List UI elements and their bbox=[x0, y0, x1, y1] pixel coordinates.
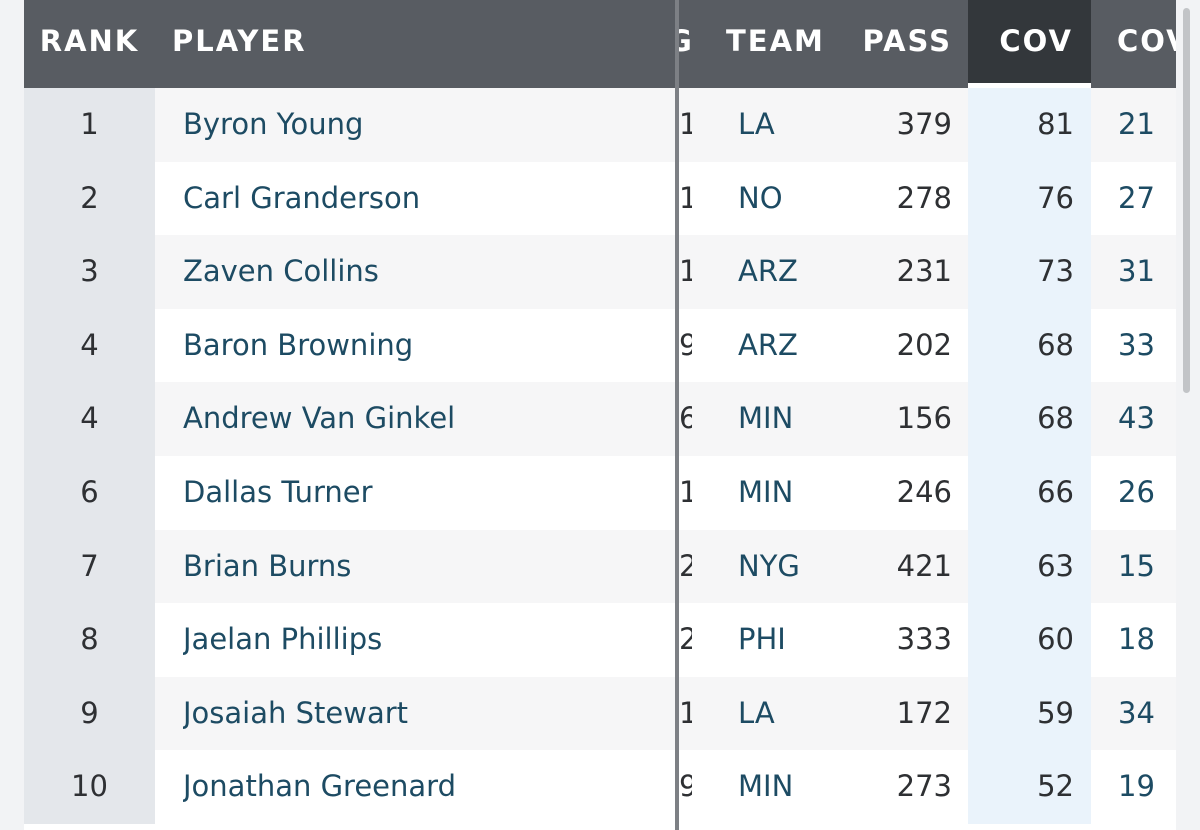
cov2-cell-partial: 21 bbox=[1118, 107, 1155, 141]
column-header-rank[interactable]: RANK bbox=[39, 24, 140, 58]
team-cell[interactable]: MIN bbox=[738, 474, 794, 509]
table-row[interactable]: 9 Josaiah Stewart 1 LA 172 59 34 bbox=[24, 676, 1176, 751]
pass-cell: 156 bbox=[896, 401, 952, 436]
pass-cell: 278 bbox=[896, 180, 952, 215]
cov-cell: 68 bbox=[968, 382, 1091, 456]
team-cell[interactable]: LA bbox=[738, 107, 775, 141]
table-row[interactable]: 1 Byron Young 1 LA 379 81 21 bbox=[24, 88, 1176, 162]
rank-cell: 8 bbox=[24, 603, 155, 677]
cov-cell: 68 bbox=[968, 308, 1091, 383]
cov2-cell-partial: 33 bbox=[1118, 327, 1155, 362]
cov2-cell-partial: 43 bbox=[1118, 401, 1155, 436]
pass-cell: 273 bbox=[896, 769, 952, 804]
team-cell[interactable]: PHI bbox=[738, 622, 786, 657]
vertical-scrollbar[interactable] bbox=[1182, 0, 1192, 830]
table-row[interactable]: 4 Baron Browning 9 ARZ 202 68 33 bbox=[24, 308, 1176, 383]
rank-cell: 4 bbox=[24, 382, 155, 456]
cov-cell: 52 bbox=[968, 750, 1091, 824]
team-cell[interactable]: NYG bbox=[738, 548, 800, 583]
team-cell[interactable]: ARZ bbox=[738, 327, 798, 362]
frozen-column-divider bbox=[675, 0, 679, 830]
cov2-cell-partial: 15 bbox=[1118, 548, 1155, 583]
games-cell-partial: 2 bbox=[679, 622, 692, 657]
cov2-cell-partial: 18 bbox=[1118, 622, 1155, 657]
table-row[interactable]: 4 Andrew Van Ginkel 6 MIN 156 68 43 bbox=[24, 382, 1176, 456]
rank-cell: 4 bbox=[24, 308, 155, 383]
player-name-link[interactable]: Dallas Turner bbox=[183, 474, 373, 509]
games-cell-partial: 1 bbox=[679, 254, 692, 289]
table-row[interactable]: 7 Brian Burns 2 NYG 421 63 15 bbox=[24, 529, 1176, 604]
team-cell[interactable]: MIN bbox=[738, 401, 794, 436]
rank-cell: 7 bbox=[24, 529, 155, 604]
pass-cell: 172 bbox=[896, 695, 952, 730]
cov-cell: 60 bbox=[968, 603, 1091, 677]
player-name-link[interactable]: Jonathan Greenard bbox=[183, 769, 456, 804]
player-name-link[interactable]: Brian Burns bbox=[183, 548, 352, 583]
rank-cell: 10 bbox=[24, 750, 155, 824]
column-header-cov-sorted[interactable]: COV bbox=[968, 0, 1091, 88]
games-cell-partial: 9 bbox=[679, 769, 692, 804]
cov-cell: 73 bbox=[968, 235, 1091, 309]
table-body: 1 Byron Young 1 LA 379 81 21 2 Carl Gran… bbox=[24, 88, 1176, 824]
games-cell-partial: 1 bbox=[679, 180, 692, 215]
table-row[interactable]: 6 Dallas Turner 1 MIN 246 66 26 bbox=[24, 455, 1176, 530]
player-name-link[interactable]: Andrew Van Ginkel bbox=[183, 401, 456, 436]
player-name-link[interactable]: Josaiah Stewart bbox=[183, 695, 409, 730]
team-cell[interactable]: ARZ bbox=[738, 254, 798, 289]
column-header-team[interactable]: TEAM bbox=[726, 24, 825, 58]
team-cell[interactable]: LA bbox=[738, 695, 775, 730]
table-row[interactable]: 3 Zaven Collins 1 ARZ 231 73 31 bbox=[24, 235, 1176, 309]
pass-cell: 231 bbox=[896, 254, 952, 289]
player-rankings-table: RANK PLAYER G TEAM PASS COV COV 1 Byron … bbox=[24, 0, 1176, 830]
games-cell-partial: 1 bbox=[679, 107, 692, 141]
column-header-player[interactable]: PLAYER bbox=[172, 24, 307, 58]
cov-cell: 59 bbox=[968, 676, 1091, 751]
rank-cell: 2 bbox=[24, 161, 155, 236]
player-name-link[interactable]: Jaelan Phillips bbox=[183, 622, 383, 657]
cov-cell: 66 bbox=[968, 455, 1091, 530]
player-name-link[interactable]: Baron Browning bbox=[183, 327, 414, 362]
games-cell-partial: 6 bbox=[679, 401, 692, 436]
table-header: RANK PLAYER G TEAM PASS COV COV bbox=[24, 0, 1176, 88]
cov-cell: 81 bbox=[968, 88, 1091, 162]
games-cell-partial: 1 bbox=[679, 474, 692, 509]
pass-cell: 421 bbox=[896, 548, 952, 583]
table-row[interactable]: 10 Jonathan Greenard 9 MIN 273 52 19 bbox=[24, 750, 1176, 824]
player-name-link[interactable]: Byron Young bbox=[183, 107, 364, 141]
column-header-pass[interactable]: PASS bbox=[862, 24, 952, 58]
team-cell[interactable]: MIN bbox=[738, 769, 794, 804]
rank-cell: 6 bbox=[24, 455, 155, 530]
table-row[interactable]: 2 Carl Granderson 1 NO 278 76 27 bbox=[24, 161, 1176, 236]
games-cell-partial: 9 bbox=[679, 327, 692, 362]
games-cell-partial: 2 bbox=[679, 548, 692, 583]
column-header-cov-partial[interactable]: COV bbox=[1117, 24, 1176, 58]
rank-cell: 9 bbox=[24, 676, 155, 751]
rank-cell: 1 bbox=[24, 88, 155, 162]
player-name-link[interactable]: Carl Granderson bbox=[183, 180, 421, 215]
column-header-g-partial[interactable]: G bbox=[679, 0, 692, 88]
cov2-cell-partial: 19 bbox=[1118, 769, 1155, 804]
cov2-cell-partial: 31 bbox=[1118, 254, 1155, 289]
cov-cell: 63 bbox=[968, 529, 1091, 604]
cov2-cell-partial: 34 bbox=[1118, 695, 1155, 730]
pass-cell: 202 bbox=[896, 327, 952, 362]
cov-cell: 76 bbox=[968, 161, 1091, 236]
pass-cell: 246 bbox=[896, 474, 952, 509]
player-name-link[interactable]: Zaven Collins bbox=[183, 254, 379, 289]
team-cell[interactable]: NO bbox=[738, 180, 783, 215]
cov2-cell-partial: 27 bbox=[1118, 180, 1155, 215]
games-cell-partial: 1 bbox=[679, 695, 692, 730]
cov2-cell-partial: 26 bbox=[1118, 474, 1155, 509]
table-row[interactable]: 8 Jaelan Phillips 2 PHI 333 60 18 bbox=[24, 603, 1176, 677]
pass-cell: 333 bbox=[896, 622, 952, 657]
rank-cell: 3 bbox=[24, 235, 155, 309]
scrollbar-thumb[interactable] bbox=[1183, 8, 1190, 393]
pass-cell: 379 bbox=[896, 107, 952, 141]
